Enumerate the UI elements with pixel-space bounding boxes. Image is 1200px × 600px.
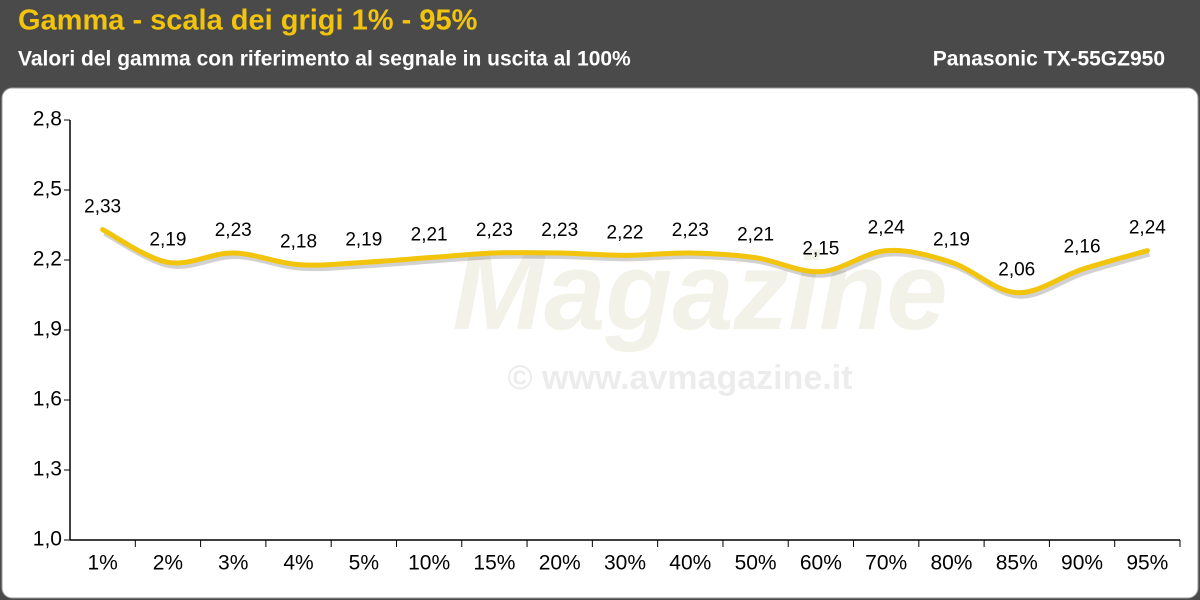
x-tick-label: 1%	[87, 552, 117, 575]
x-tick-label: 10%	[408, 552, 450, 575]
chart-title: Gamma - scala dei grigi 1% - 95%	[18, 5, 478, 37]
y-tick-label: 1,9	[33, 318, 62, 341]
data-label: 2,19	[933, 229, 970, 250]
x-tick-label: 20%	[539, 552, 581, 575]
x-tick-label: 90%	[1061, 552, 1103, 575]
y-tick-label: 1,3	[33, 458, 62, 481]
data-label: 2,19	[149, 229, 186, 250]
data-label: 2,24	[868, 218, 905, 239]
plot-panel	[1, 87, 1199, 599]
data-label: 2,23	[476, 220, 513, 241]
x-tick-label: 70%	[865, 552, 907, 575]
data-label: 2,06	[998, 260, 1035, 281]
watermark: Magazine	[452, 230, 947, 353]
data-label: 2,16	[1064, 236, 1101, 257]
x-tick-label: 80%	[930, 552, 972, 575]
x-tick-label: 2%	[153, 552, 183, 575]
data-label: 2,33	[84, 197, 121, 218]
line	[100, 227, 1150, 296]
y-tick-label: 1,0	[33, 528, 62, 551]
data-label: 2,19	[345, 229, 382, 250]
data-label: 2,24	[1129, 218, 1166, 239]
data-label: 2,23	[672, 220, 709, 241]
data-label: 2,23	[541, 220, 578, 241]
device-name: Panasonic TX-55GZ950	[933, 48, 1165, 71]
x-tick-label: 3%	[218, 552, 248, 575]
x-tick-label: 85%	[996, 552, 1038, 575]
x-tick-label: 50%	[735, 552, 777, 575]
y-tick-label: 2,2	[33, 248, 62, 271]
data-label: 2,15	[802, 239, 839, 260]
data-label: 2,22	[607, 222, 644, 243]
data-label: 2,18	[280, 232, 317, 253]
data-label: 2,21	[737, 225, 774, 246]
data-label: 2,23	[215, 220, 252, 241]
y-tick-label: 2,5	[33, 178, 62, 201]
watermark: © www.avmagazine.it	[508, 359, 853, 397]
x-tick-label: 30%	[604, 552, 646, 575]
x-tick-label: 5%	[349, 552, 379, 575]
data-label: 2,21	[411, 225, 448, 246]
x-tick-label: 15%	[473, 552, 515, 575]
x-tick-label: 40%	[669, 552, 711, 575]
y-tick-label: 1,6	[33, 388, 62, 411]
x-tick-label: 4%	[283, 552, 313, 575]
x-tick-label: 95%	[1126, 552, 1168, 575]
x-tick-label: 60%	[800, 552, 842, 575]
y-tick-label: 2,8	[33, 108, 62, 131]
chart-subtitle: Valori del gamma con riferimento al segn…	[18, 48, 631, 71]
